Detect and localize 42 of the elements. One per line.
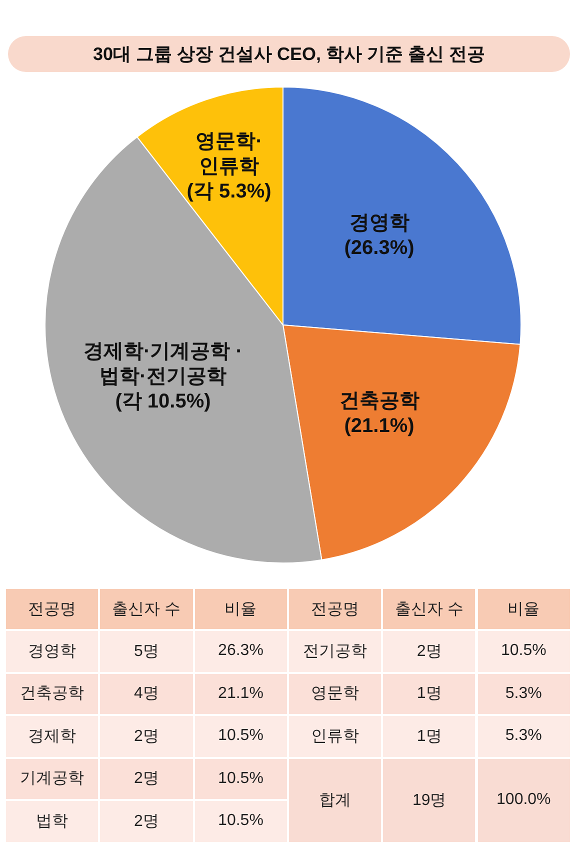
- text: 10.5%: [218, 727, 264, 746]
- text: 2명: [416, 642, 442, 662]
- value: (26.3%): [344, 237, 414, 260]
- text: 10.5%: [500, 642, 546, 660]
- text: 전공명: [311, 600, 360, 620]
- text: 출신자 수: [112, 600, 181, 620]
- text: 인류학: [311, 726, 360, 747]
- text: 출신자 수: [395, 600, 464, 620]
- text: 10.5%: [218, 770, 264, 788]
- text: 비율: [224, 600, 257, 620]
- text: 영문학: [311, 684, 360, 704]
- text: 26.3%: [218, 642, 264, 660]
- text: 19명: [412, 790, 446, 810]
- text: 전기공학: [303, 642, 368, 662]
- text: 2명: [134, 726, 159, 747]
- text: 5.3%: [505, 684, 542, 703]
- category: 경영학: [349, 212, 410, 234]
- text: 4명: [134, 684, 159, 704]
- value: (21.1%): [344, 414, 414, 437]
- text: 10.5%: [218, 812, 264, 830]
- text: 건축공학: [20, 684, 84, 704]
- category: 경제학·기계공학 · 법학·전기공학: [84, 340, 242, 388]
- text: 2명: [134, 812, 159, 832]
- text: 전공명: [28, 600, 76, 620]
- category: 영문학·인류학: [196, 130, 262, 178]
- text: 5.3%: [505, 727, 542, 746]
- text: 1명: [416, 684, 442, 704]
- text: 1명: [416, 726, 442, 747]
- text: 법학: [36, 812, 68, 832]
- text: 비율: [508, 600, 540, 620]
- text: 100.0%: [496, 791, 551, 809]
- category: 건축공학: [339, 390, 420, 412]
- text: 경영학: [28, 642, 76, 662]
- title: 30대 그룹 상장 건설사 CEO, 학사 기준 출신 전공: [8, 36, 570, 72]
- text: 합계: [319, 790, 352, 810]
- text: 5명: [134, 642, 159, 662]
- value: (각 10.5%): [115, 390, 211, 413]
- text: 21.1%: [218, 684, 264, 703]
- value: (각 5.3%): [186, 180, 272, 203]
- text: 기계공학: [20, 769, 84, 790]
- text: 경제학: [28, 726, 76, 747]
- text: 2명: [134, 769, 159, 790]
